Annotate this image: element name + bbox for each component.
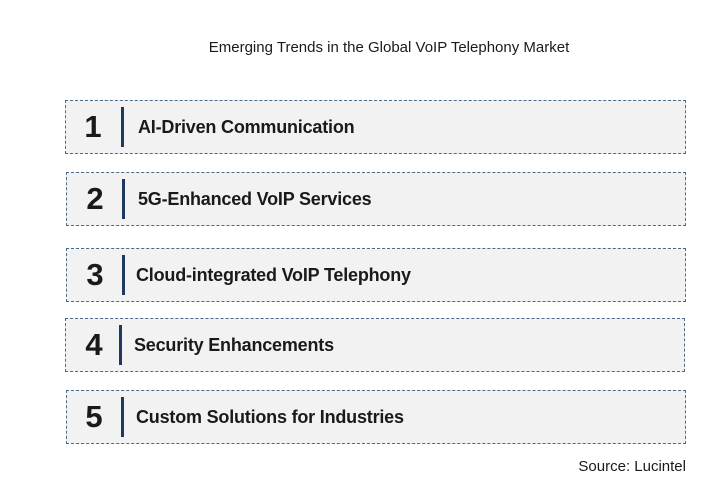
trend-label: 5G-Enhanced VoIP Services <box>138 189 372 209</box>
trend-number: 2 <box>86 181 104 216</box>
trend-item-2: 2 5G-Enhanced VoIP Services <box>66 172 686 226</box>
trend-number: 4 <box>85 327 103 362</box>
trend-number: 3 <box>86 257 104 292</box>
diagram-title: Emerging Trends in the Global VoIP Telep… <box>208 39 570 56</box>
trend-label: Cloud-integrated VoIP Telephony <box>136 265 411 285</box>
source-note: Source: Lucintel <box>578 458 686 475</box>
trend-divider <box>122 255 125 295</box>
trend-item-1: 1 AI-Driven Communication <box>65 100 686 154</box>
trend-divider <box>122 179 125 219</box>
trend-divider <box>121 397 124 437</box>
trend-divider <box>119 325 122 365</box>
trend-number: 1 <box>84 109 102 144</box>
trend-item-4: 4 Security Enhancements <box>65 318 685 372</box>
trend-label: Custom Solutions for Industries <box>136 407 404 427</box>
trend-divider <box>121 107 124 147</box>
trend-item-3: 3 Cloud-integrated VoIP Telephony <box>66 248 686 302</box>
trend-label: AI-Driven Communication <box>138 117 355 137</box>
trend-item-5: 5 Custom Solutions for Industries <box>66 390 686 444</box>
trend-label: Security Enhancements <box>134 335 334 355</box>
trend-number: 5 <box>85 399 103 434</box>
